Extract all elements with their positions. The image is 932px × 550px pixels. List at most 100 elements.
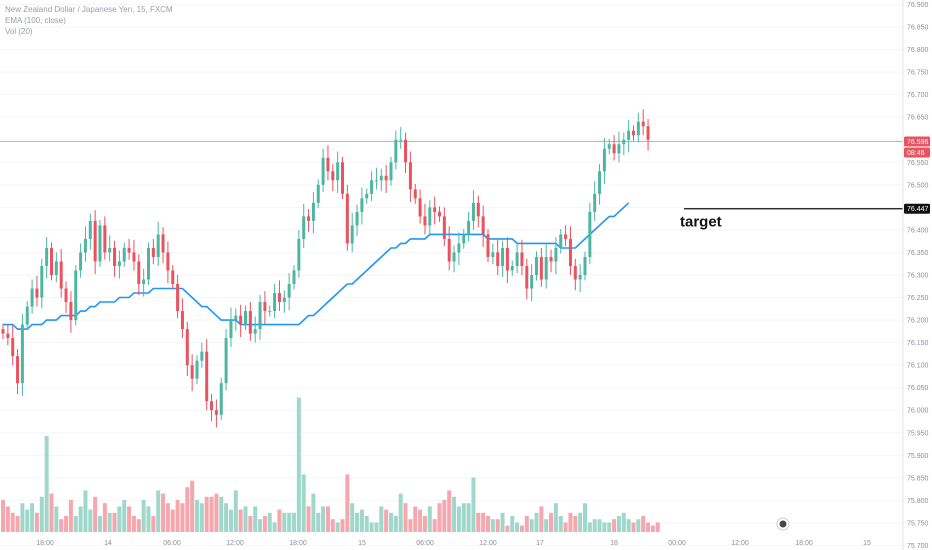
volume-bar [524, 516, 529, 532]
volume-bar [471, 477, 476, 532]
volume-bar [447, 490, 452, 532]
price-tick-label: 76.900 [907, 2, 929, 9]
price-tick-label: 76.000 [907, 408, 929, 415]
candle-body [413, 189, 417, 199]
candle-body [535, 256, 538, 275]
candle-body [365, 193, 369, 199]
candlestick-series [1, 109, 650, 428]
candle-body [598, 171, 602, 194]
volume-bar [301, 474, 306, 532]
volume-bar [384, 509, 389, 532]
candle-body [190, 365, 194, 379]
chart-gridlines [0, 4, 903, 546]
volume-bar [34, 512, 39, 532]
volume-bar [418, 509, 423, 532]
candle-body [350, 225, 354, 244]
candle-body [641, 121, 645, 127]
price-tick-label: 76.850 [907, 25, 929, 32]
candle-body [336, 162, 340, 181]
candle-body [544, 256, 548, 280]
candle-body [30, 288, 34, 307]
candle-body [476, 202, 480, 217]
time-tick-label: 18:00 [289, 540, 307, 547]
candle-body [345, 193, 349, 244]
volume-bar [636, 519, 641, 532]
volume-bar [389, 512, 393, 532]
candle-body [467, 220, 471, 235]
candle-body [200, 351, 204, 361]
candle-body [486, 234, 490, 257]
volume-bar [350, 503, 355, 532]
volume-bar [442, 500, 447, 532]
volume-bar [316, 512, 321, 532]
price-tick-label: 75.900 [907, 453, 929, 460]
volume-bar [272, 522, 277, 532]
candle-body [588, 211, 592, 257]
volume-bar [519, 525, 524, 532]
price-tick-label: 75.850 [907, 475, 929, 482]
time-tick-label: 15 [358, 540, 366, 547]
volume-bar [452, 496, 457, 532]
candle-body [331, 171, 335, 181]
candle-body [583, 256, 587, 275]
candle-body [248, 311, 252, 334]
volume-bar [476, 512, 481, 532]
candle-body [277, 293, 281, 303]
price-tick-label: 76.500 [907, 182, 929, 189]
volume-bar [209, 496, 214, 532]
volume-indicator-title[interactable]: Vol (20) [5, 27, 33, 36]
candle-body [573, 265, 577, 280]
candle-body [35, 288, 39, 298]
candle-body [627, 130, 631, 140]
candle-body [370, 180, 374, 194]
candle-body [612, 144, 616, 154]
candle-body [195, 360, 199, 379]
candle-body [311, 202, 315, 221]
candle-body [471, 202, 475, 221]
volume-bar [141, 500, 146, 532]
volume-bar [607, 522, 612, 532]
volume-bar [393, 516, 398, 532]
candle-body [219, 383, 223, 415]
volume-bar [587, 522, 592, 532]
price-tick-label: 75.750 [907, 520, 929, 527]
ema-indicator-title[interactable]: EMA (100, close) [5, 16, 66, 25]
candle-body [307, 216, 311, 221]
candle-body [636, 121, 640, 136]
candle-body [268, 311, 272, 313]
volume-bar [539, 506, 544, 532]
candle-body [355, 211, 359, 226]
volume-bar [432, 519, 437, 532]
volume-bar [597, 519, 602, 532]
candle-body [50, 247, 53, 275]
candle-body [185, 329, 189, 366]
candle-body [452, 252, 456, 262]
volume-bar [321, 506, 326, 532]
scroll-to-realtime-button[interactable] [776, 517, 790, 531]
candle-body [229, 320, 233, 339]
volume-bar [427, 506, 432, 532]
price-axis[interactable]: 76.90076.85076.80076.75076.70076.65076.6… [907, 2, 929, 550]
volume-bar [306, 506, 311, 532]
time-axis[interactable]: 18:00 14 06:00 12:00 18:00 15 06:00 12:00 17 18 00… [36, 540, 871, 547]
volume-bar [369, 522, 374, 532]
candle-body [302, 216, 306, 239]
candle-body [505, 247, 509, 271]
volume-bar [621, 512, 626, 532]
candle-body [1, 329, 5, 334]
volume-bar [490, 519, 495, 532]
candle-body [69, 302, 73, 321]
candle-body [11, 338, 15, 357]
bar-countdown: 08:46 [907, 150, 925, 157]
candle-body [156, 234, 160, 257]
candle-body [258, 302, 262, 330]
candle-body [54, 261, 58, 275]
volume-bar [646, 522, 651, 532]
symbol-title[interactable]: New Zealand Dollar / Japanese Yen, 15, F… [5, 5, 173, 14]
volume-bar [515, 522, 520, 532]
time-tick-label: 18 [610, 540, 618, 547]
volume-bar [190, 480, 195, 532]
volume-bar [64, 516, 69, 532]
candle-body [83, 238, 87, 253]
